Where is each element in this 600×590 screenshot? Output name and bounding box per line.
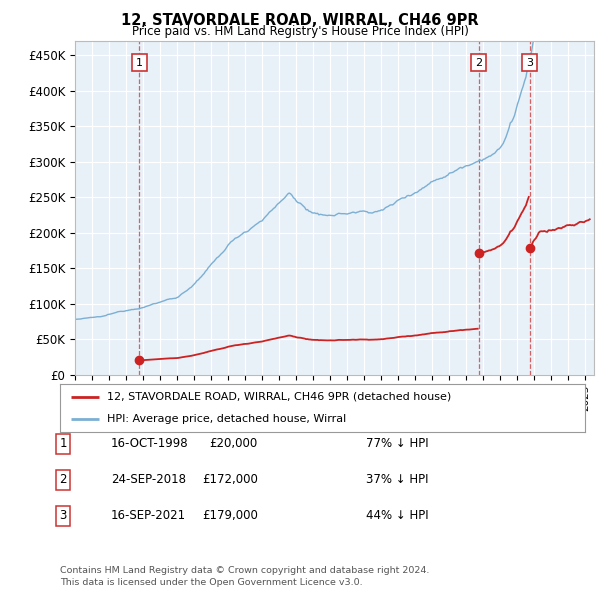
Text: 16-OCT-1998: 16-OCT-1998 — [111, 437, 188, 450]
Text: £20,000: £20,000 — [210, 437, 258, 450]
Text: £172,000: £172,000 — [202, 473, 258, 486]
Text: 1: 1 — [59, 437, 67, 450]
Text: 1: 1 — [136, 58, 143, 68]
Text: £179,000: £179,000 — [202, 509, 258, 522]
Text: 2: 2 — [475, 58, 482, 68]
Text: 12, STAVORDALE ROAD, WIRRAL, CH46 9PR: 12, STAVORDALE ROAD, WIRRAL, CH46 9PR — [121, 13, 479, 28]
Text: 3: 3 — [59, 509, 67, 522]
Text: 12, STAVORDALE ROAD, WIRRAL, CH46 9PR (detached house): 12, STAVORDALE ROAD, WIRRAL, CH46 9PR (d… — [107, 392, 452, 402]
Text: Price paid vs. HM Land Registry's House Price Index (HPI): Price paid vs. HM Land Registry's House … — [131, 25, 469, 38]
Text: 37% ↓ HPI: 37% ↓ HPI — [366, 473, 428, 486]
Text: 77% ↓ HPI: 77% ↓ HPI — [366, 437, 428, 450]
Text: HPI: Average price, detached house, Wirral: HPI: Average price, detached house, Wirr… — [107, 414, 347, 424]
Text: 3: 3 — [526, 58, 533, 68]
Text: Contains HM Land Registry data © Crown copyright and database right 2024.
This d: Contains HM Land Registry data © Crown c… — [60, 566, 430, 587]
Text: 44% ↓ HPI: 44% ↓ HPI — [366, 509, 428, 522]
Text: 24-SEP-2018: 24-SEP-2018 — [111, 473, 186, 486]
Text: 2: 2 — [59, 473, 67, 486]
Text: 16-SEP-2021: 16-SEP-2021 — [111, 509, 186, 522]
